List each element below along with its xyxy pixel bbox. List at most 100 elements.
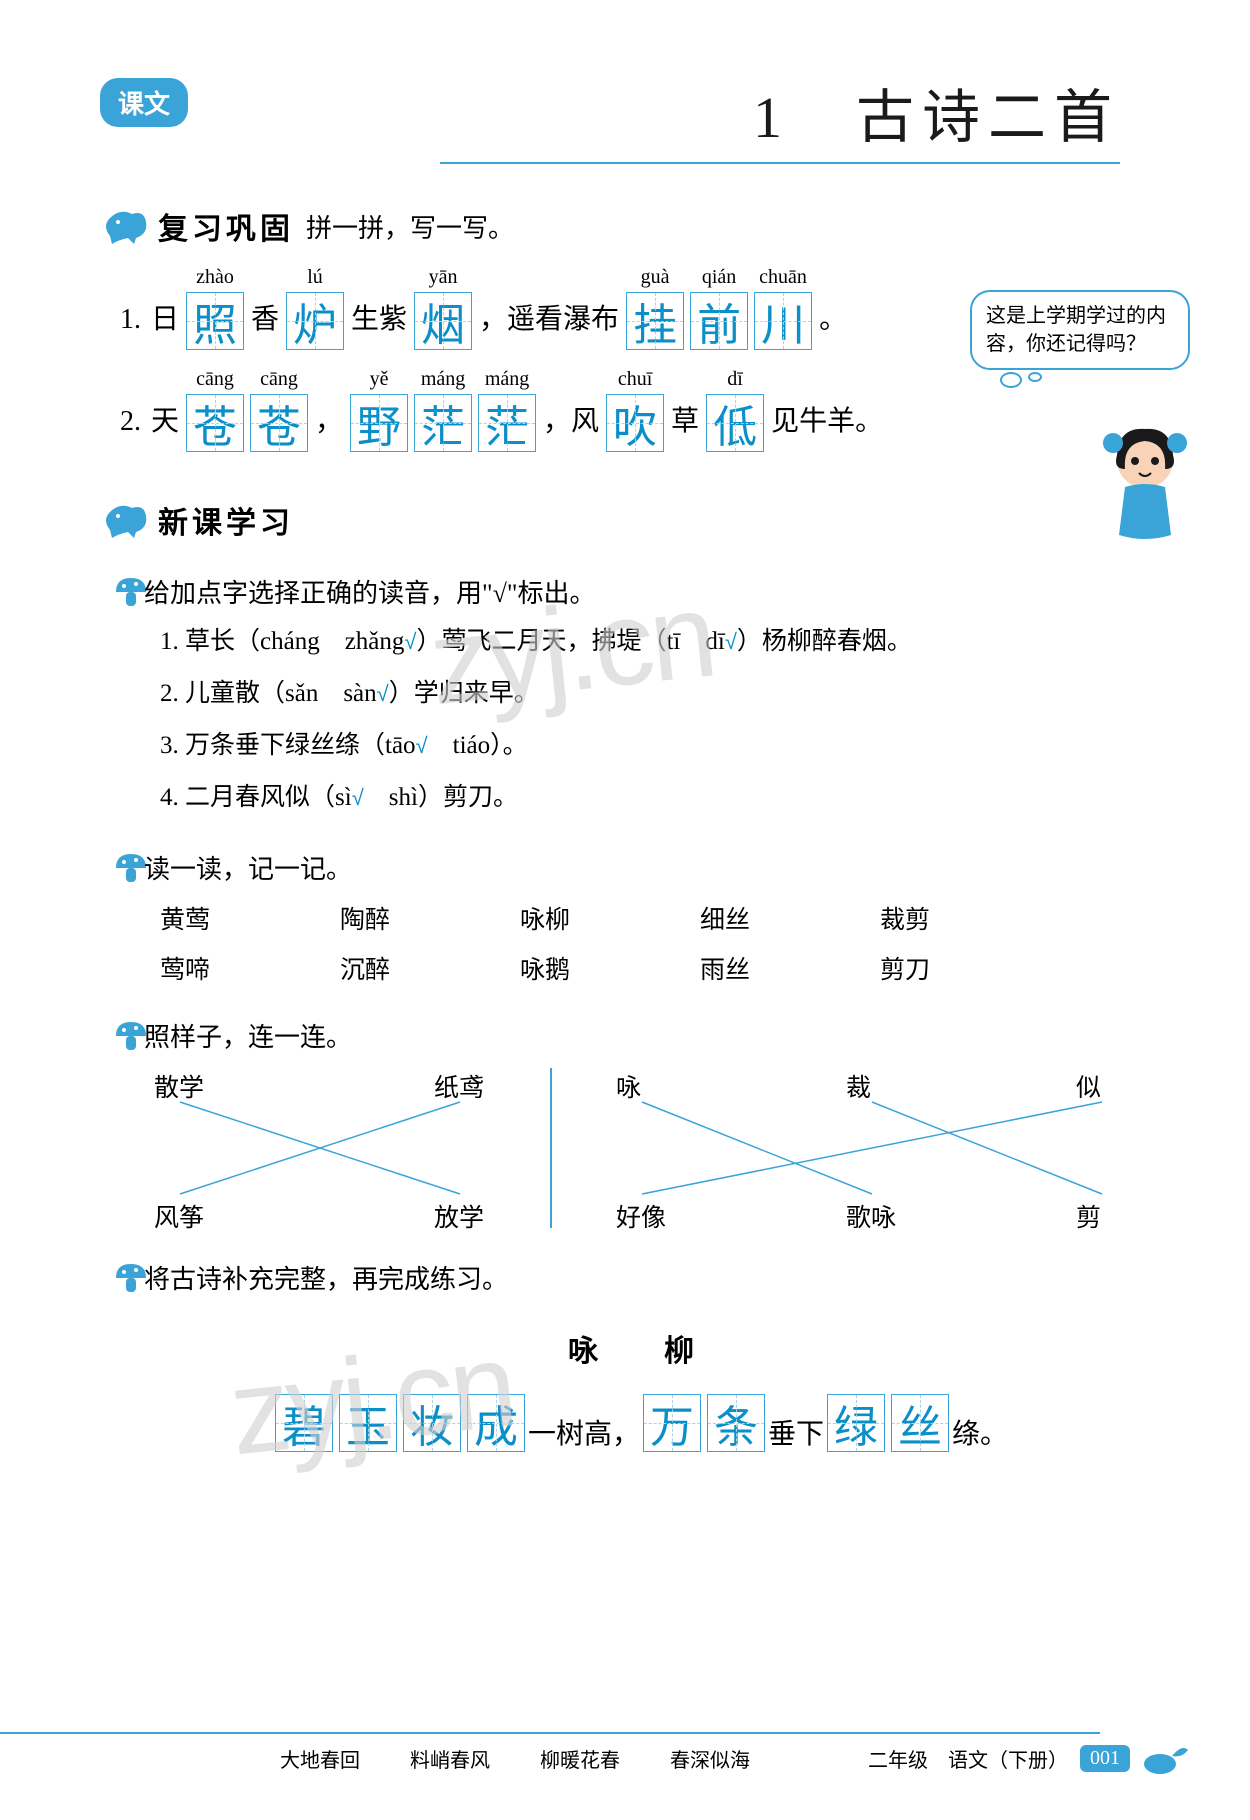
q1-item: 4. 二月春风似（sì√ shì）剪刀。: [160, 778, 1160, 818]
section-review-header: 复习巩固 拼一拼，写一写。: [100, 204, 1160, 248]
tianzige: 烟: [414, 292, 472, 350]
q1-item: 2. 儿童散（sǎn sàn√）学归来早。: [160, 674, 1160, 714]
tianzige: 吹: [606, 394, 664, 452]
char-box: lú炉: [286, 266, 344, 350]
girl-icon: [1085, 415, 1205, 545]
word: 雨丝: [700, 950, 880, 986]
plain-text: ，: [315, 392, 343, 452]
char-box: 成: [467, 1394, 525, 1452]
plain-text: 草: [671, 392, 699, 452]
tianzige: 玉: [339, 1394, 397, 1452]
tianzige: 前: [690, 292, 748, 350]
pinyin: chuī: [618, 368, 652, 392]
match-right: 咏裁似好像歌咏剪: [612, 1068, 1132, 1228]
footer-idioms: 大地春回料峭春风柳暖花春春深似海: [280, 1744, 750, 1773]
plain-text: ，遥看瀑布: [479, 290, 619, 350]
tianzige: 挂: [626, 292, 684, 350]
plain-text: 。: [819, 290, 847, 350]
word: 咏鹅: [520, 950, 700, 986]
char-box: cāng苍: [186, 368, 244, 452]
footer-grade: 二年级 语文（下册）: [868, 1744, 1068, 1773]
pinyin: dī: [727, 368, 743, 392]
match-left: 散学纸鸢风筝放学: [150, 1068, 490, 1228]
title-row: 1 古诗二首: [120, 70, 1120, 164]
poem-title: 咏 柳: [120, 1326, 1160, 1370]
footer-idiom: 春深似海: [670, 1744, 750, 1773]
word: 细丝: [700, 900, 880, 936]
tianzige: 苍: [186, 394, 244, 452]
q3-header: 照样子，连一连。: [112, 1016, 1160, 1054]
footer-idiom: 料峭春风: [410, 1744, 490, 1773]
q4-header: 将古诗补充完整，再完成练习。: [112, 1258, 1160, 1296]
bubble-tail: [1000, 372, 1190, 388]
pinyin: máng: [421, 368, 465, 392]
word: 陶醉: [340, 900, 520, 936]
pinyin: chuān: [759, 266, 807, 290]
char-box: 碧: [275, 1394, 333, 1452]
tianzige: 万: [643, 1394, 701, 1452]
q2-words: 黄莺陶醉咏柳细丝裁剪莺啼沉醉咏鹅雨丝剪刀: [120, 900, 1160, 986]
word: 剪刀: [880, 950, 1060, 986]
char-box: guà挂: [626, 266, 684, 350]
char-box: máng茫: [478, 368, 536, 452]
title-underline: [440, 162, 1120, 164]
pinyin: cāng: [260, 368, 298, 392]
poem-line: 碧玉妆成一树高，万条垂下绿丝绦。: [120, 1394, 1160, 1452]
char-box: dī低: [706, 368, 764, 452]
tianzige: 丝: [891, 1394, 949, 1452]
plain-text: 生紫: [351, 290, 407, 350]
pinyin: qián: [702, 266, 736, 290]
char-box: qián前: [690, 266, 748, 350]
tianzige: 苍: [250, 394, 308, 452]
elephant-icon: [100, 500, 150, 540]
line-number: 1.: [120, 290, 141, 350]
char-box: máng茫: [414, 368, 472, 452]
match-divider: [550, 1068, 552, 1228]
pinyin: yě: [370, 368, 389, 392]
q3-title: 照样子，连一连。: [144, 1017, 352, 1054]
char-box: chuān川: [754, 266, 812, 350]
section-review-title: 复习巩固: [158, 204, 294, 248]
pinyin: máng: [485, 368, 529, 392]
word: 咏柳: [520, 900, 700, 936]
plain-text: 绦。: [952, 1412, 1008, 1452]
q4-title: 将古诗补充完整，再完成练习。: [144, 1259, 508, 1296]
pinyin: lú: [307, 266, 323, 290]
section-new-header: 新课学习: [100, 498, 1160, 542]
word: 裁剪: [880, 900, 1060, 936]
q1-list: 1. 草长（cháng zhǎng√）莺飞二月天，拂堤（tī dī√）杨柳醉春烟…: [160, 622, 1160, 818]
match-lines: [612, 1068, 1132, 1228]
tianzige: 妆: [403, 1394, 461, 1452]
tianzige: 炉: [286, 292, 344, 350]
plain-text: 天: [151, 392, 179, 452]
char-box: yě野: [350, 368, 408, 452]
q1-header: 给加点字选择正确的读音，用"√"标出。: [112, 572, 1160, 610]
char-box: yān烟: [414, 266, 472, 350]
section-review-sub: 拼一拼，写一写。: [306, 208, 514, 245]
char-box: 玉: [339, 1394, 397, 1452]
tianzige: 野: [350, 394, 408, 452]
word: 沉醉: [340, 950, 520, 986]
q2-header: 读一读，记一记。: [112, 848, 1160, 886]
char-box: zhào照: [186, 266, 244, 350]
plain-text: 垂下: [768, 1412, 824, 1452]
pinyin: cāng: [196, 368, 234, 392]
footer-idiom: 大地春回: [280, 1744, 360, 1773]
plain-text: 见牛羊。: [771, 392, 883, 452]
q3-match: 散学纸鸢风筝放学 咏裁似好像歌咏剪: [150, 1068, 1160, 1228]
tianzige: 碧: [275, 1394, 333, 1452]
word: 莺啼: [160, 950, 340, 986]
plain-text: 香: [251, 290, 279, 350]
word-row: 黄莺陶醉咏柳细丝裁剪: [160, 900, 1160, 936]
tianzige: 低: [706, 394, 764, 452]
elephant-icon: [100, 206, 150, 246]
tianzige: 茫: [414, 394, 472, 452]
plain-text: 一树高，: [528, 1412, 640, 1452]
word-row: 莺啼沉醉咏鹅雨丝剪刀: [160, 950, 1160, 986]
char-box: 丝: [891, 1394, 949, 1452]
char-box: chuī吹: [606, 368, 664, 452]
q2-title: 读一读，记一记。: [144, 849, 352, 886]
char-box: 妆: [403, 1394, 461, 1452]
bubble-text: 这是上学期学过的内容，你还记得吗？: [970, 290, 1190, 370]
footer: 大地春回料峭春风柳暖花春春深似海 二年级 语文（下册） 001: [0, 1738, 1250, 1778]
